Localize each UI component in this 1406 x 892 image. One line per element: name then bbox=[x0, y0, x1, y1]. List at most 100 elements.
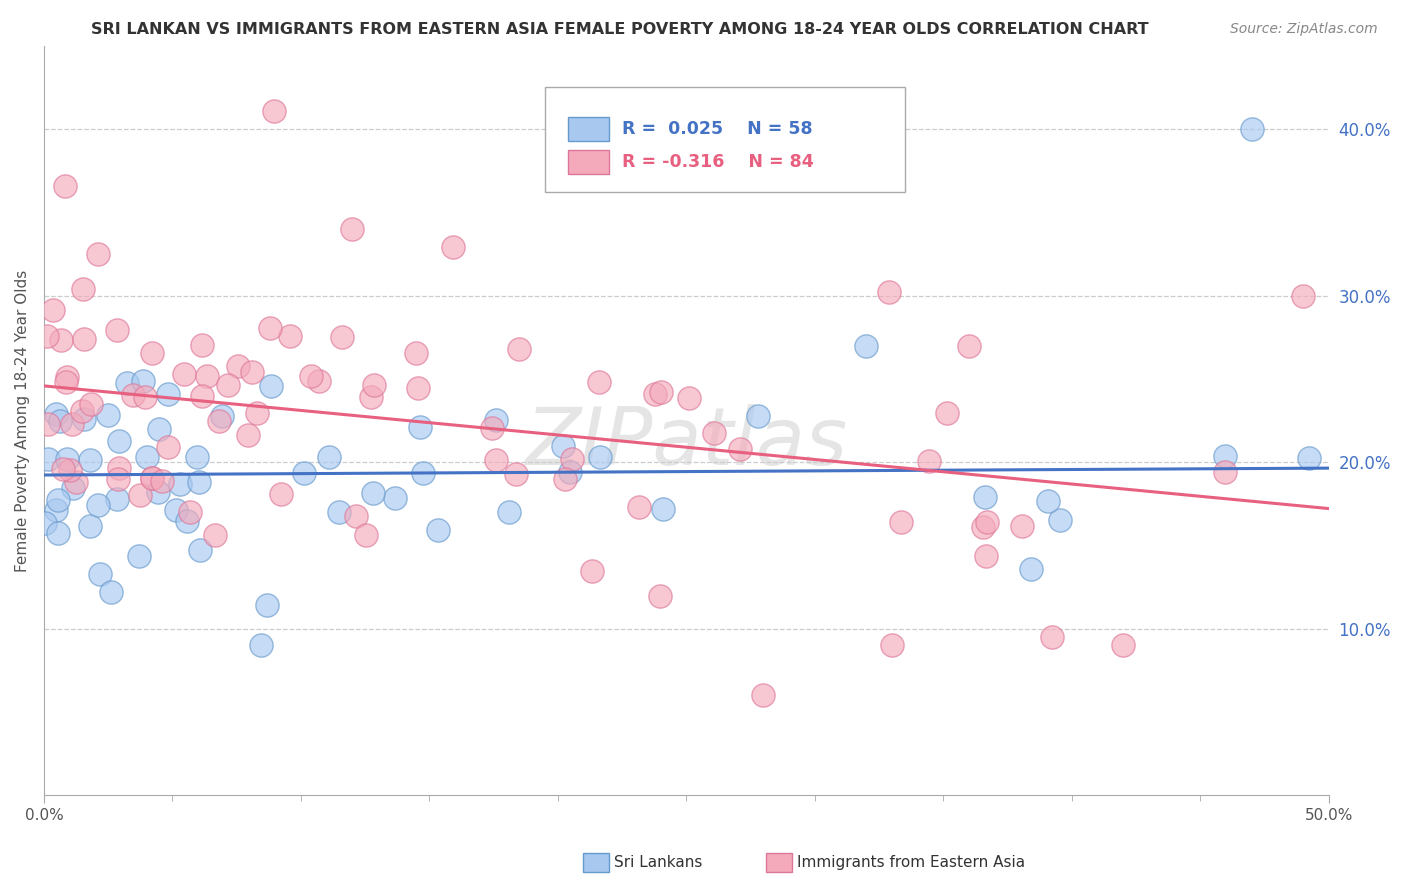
Point bbox=[318, 450, 340, 464]
Point bbox=[409, 419, 432, 434]
Y-axis label: Female Poverty Among 18-24 Year Olds: Female Poverty Among 18-24 Year Olds bbox=[15, 269, 30, 572]
Point bbox=[246, 406, 269, 420]
Point bbox=[363, 377, 385, 392]
Point bbox=[1215, 450, 1237, 464]
Point bbox=[308, 374, 330, 388]
Point bbox=[1112, 639, 1135, 653]
Point bbox=[648, 589, 671, 603]
Point bbox=[35, 329, 58, 343]
Point bbox=[226, 359, 249, 373]
Point bbox=[45, 407, 67, 421]
Point bbox=[752, 689, 775, 703]
Point bbox=[79, 452, 101, 467]
Point bbox=[263, 103, 285, 118]
Point bbox=[292, 467, 315, 481]
Point bbox=[107, 460, 129, 475]
Point bbox=[132, 374, 155, 388]
Point bbox=[62, 481, 84, 495]
Point bbox=[87, 498, 110, 512]
Point bbox=[1049, 513, 1071, 527]
Point bbox=[703, 426, 725, 441]
Point bbox=[173, 367, 195, 381]
Point bbox=[128, 549, 150, 563]
Point bbox=[344, 508, 367, 523]
Point bbox=[157, 387, 180, 401]
Point bbox=[105, 492, 128, 507]
Point bbox=[49, 334, 72, 348]
Point bbox=[650, 384, 672, 399]
Point bbox=[256, 598, 278, 612]
Point bbox=[1292, 289, 1315, 303]
Point bbox=[148, 484, 170, 499]
Point bbox=[561, 452, 583, 467]
Point bbox=[107, 434, 129, 449]
Point bbox=[87, 247, 110, 261]
Point bbox=[169, 477, 191, 491]
FancyBboxPatch shape bbox=[546, 87, 905, 193]
Point bbox=[342, 222, 364, 236]
Point bbox=[278, 328, 301, 343]
Point bbox=[100, 584, 122, 599]
Text: SRI LANKAN VS IMMIGRANTS FROM EASTERN ASIA FEMALE POVERTY AMONG 18-24 YEAR OLDS : SRI LANKAN VS IMMIGRANTS FROM EASTERN AS… bbox=[91, 22, 1149, 37]
Point bbox=[485, 413, 508, 427]
Point bbox=[554, 471, 576, 485]
Point bbox=[412, 466, 434, 480]
Point bbox=[188, 475, 211, 489]
Point bbox=[52, 461, 75, 475]
Point bbox=[976, 515, 998, 529]
Point bbox=[360, 390, 382, 404]
Point bbox=[588, 450, 610, 464]
Point bbox=[877, 285, 900, 299]
FancyBboxPatch shape bbox=[568, 151, 609, 174]
Point bbox=[581, 564, 603, 578]
Point bbox=[890, 516, 912, 530]
Point bbox=[1298, 451, 1320, 466]
Point bbox=[270, 487, 292, 501]
Point bbox=[56, 369, 79, 384]
Point bbox=[628, 500, 651, 514]
Point bbox=[72, 282, 94, 296]
Point bbox=[485, 453, 508, 467]
Point bbox=[427, 523, 450, 537]
Point bbox=[141, 346, 163, 360]
Point bbox=[1011, 518, 1033, 533]
Point bbox=[56, 452, 79, 467]
Point bbox=[65, 475, 87, 490]
Point bbox=[70, 404, 93, 418]
Point bbox=[354, 528, 377, 542]
Text: Immigrants from Eastern Asia: Immigrants from Eastern Asia bbox=[797, 855, 1025, 870]
Text: Sri Lankans: Sri Lankans bbox=[614, 855, 703, 870]
Point bbox=[188, 542, 211, 557]
Point bbox=[59, 462, 82, 476]
Point bbox=[236, 427, 259, 442]
Point bbox=[505, 467, 527, 481]
Point bbox=[652, 502, 675, 516]
Point bbox=[97, 408, 120, 422]
Point bbox=[441, 240, 464, 254]
Point bbox=[141, 470, 163, 484]
Point bbox=[361, 486, 384, 500]
Point bbox=[678, 391, 700, 405]
Point bbox=[259, 320, 281, 334]
Point bbox=[644, 387, 666, 401]
Point bbox=[46, 526, 69, 541]
Point bbox=[79, 518, 101, 533]
Point bbox=[179, 505, 201, 519]
Point bbox=[49, 414, 72, 428]
Point bbox=[250, 638, 273, 652]
Point bbox=[1038, 493, 1060, 508]
Point bbox=[405, 345, 427, 359]
Point bbox=[406, 381, 429, 395]
Point bbox=[45, 502, 67, 516]
Point bbox=[80, 397, 103, 411]
Point bbox=[242, 365, 264, 379]
Point bbox=[73, 332, 96, 346]
Point bbox=[1019, 561, 1042, 575]
Point bbox=[37, 417, 59, 431]
Point bbox=[481, 421, 503, 435]
Point bbox=[1213, 466, 1236, 480]
Point bbox=[53, 179, 76, 194]
Point bbox=[855, 339, 877, 353]
Point bbox=[37, 451, 59, 466]
Point bbox=[46, 492, 69, 507]
